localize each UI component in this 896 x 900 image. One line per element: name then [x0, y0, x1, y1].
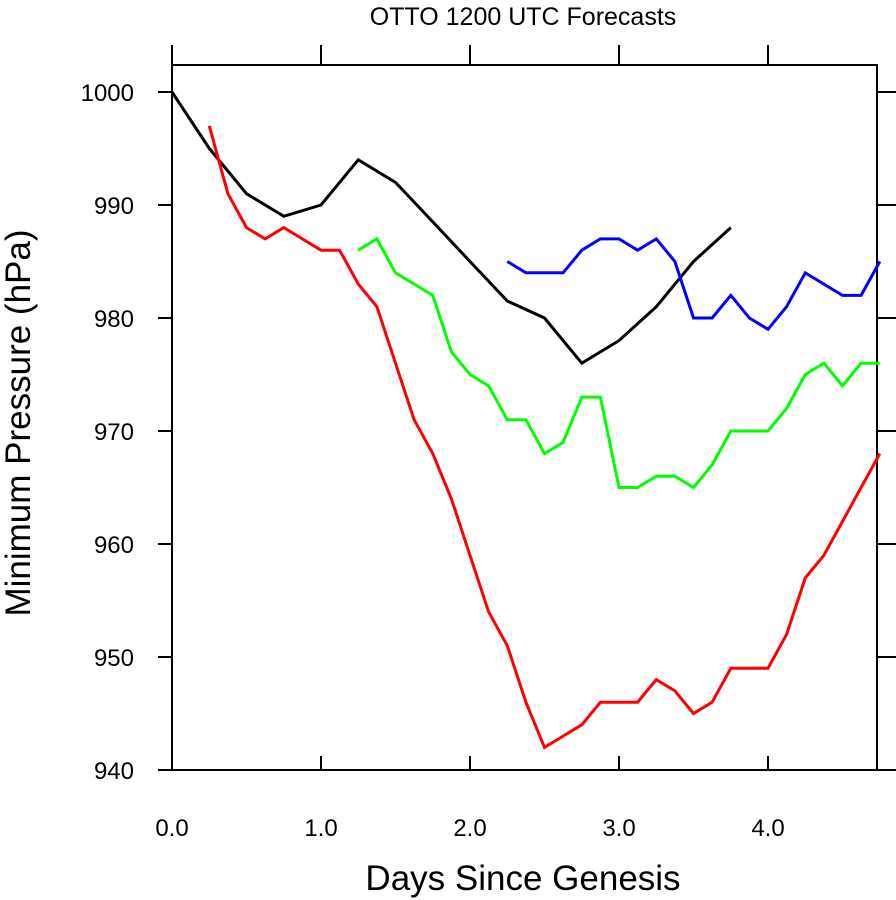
y-tick-label: 990	[94, 193, 134, 220]
y-tick-label: 970	[94, 419, 134, 446]
series-line-1	[170, 91, 732, 366]
plot-frame	[171, 64, 878, 771]
y-tick-label: 950	[94, 645, 134, 672]
x-tick-label: 4.0	[751, 815, 784, 842]
y-axis-title: Minimum Pressure (hPa)	[0, 229, 38, 616]
series-line-3	[357, 236, 880, 490]
y-tick-label: 1000	[81, 80, 134, 107]
x-axis-title: Days Since Genesis	[365, 859, 680, 898]
x-tick-label: 3.0	[602, 815, 635, 842]
x-tick-label: 2.0	[453, 815, 486, 842]
axis-ticks	[158, 45, 896, 771]
series-lines	[170, 91, 882, 750]
y-tick-label: 960	[94, 532, 134, 559]
series-line-2	[207, 125, 882, 750]
x-tick-label: 0.0	[155, 815, 188, 842]
y-tick-labels: 940 950 960 970 980 990 1000	[81, 80, 134, 785]
x-tick-labels: 0.0 1.0 2.0 3.0 4.0	[155, 815, 784, 842]
x-tick-label: 1.0	[304, 815, 337, 842]
y-tick-label: 940	[94, 758, 134, 785]
chart-title: OTTO 1200 UTC Forecasts	[370, 3, 677, 31]
series-line-4	[506, 236, 882, 332]
y-tick-label: 980	[94, 306, 134, 333]
